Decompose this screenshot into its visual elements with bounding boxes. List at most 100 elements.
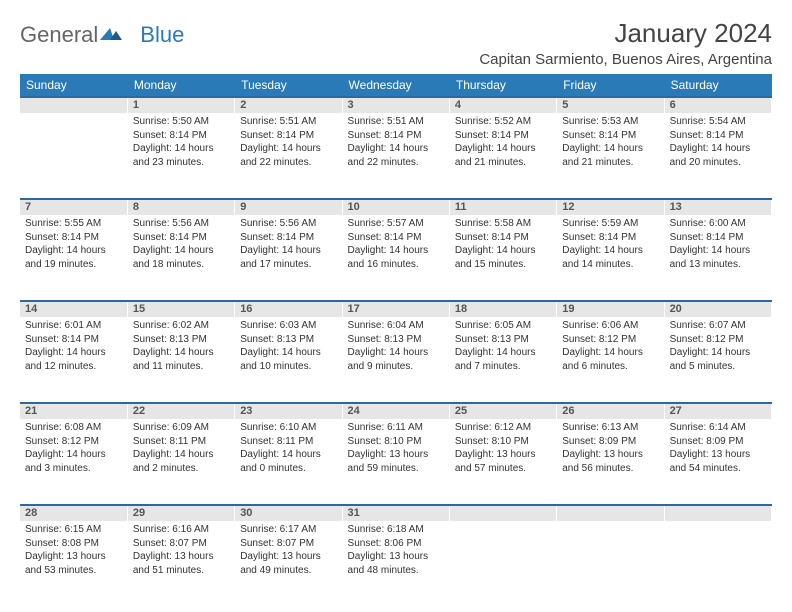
sunset-text: Sunset: 8:14 PM — [562, 129, 658, 143]
sunrise-text: Sunrise: 5:54 AM — [670, 115, 766, 129]
sunrise-text: Sunrise: 5:57 AM — [348, 217, 444, 231]
day-number: 27 — [664, 403, 771, 419]
sunrise-text: Sunrise: 6:16 AM — [133, 523, 229, 537]
day1-text: Daylight: 13 hours — [562, 448, 658, 462]
sunset-text: Sunset: 8:13 PM — [455, 333, 551, 347]
day2-text: and 18 minutes. — [133, 258, 229, 272]
daynum-row: 123456 — [20, 97, 772, 113]
day-cell: Sunrise: 6:00 AMSunset: 8:14 PMDaylight:… — [664, 215, 771, 301]
sunset-text: Sunset: 8:14 PM — [455, 231, 551, 245]
day-number — [557, 505, 664, 521]
day-number — [449, 505, 556, 521]
day2-text: and 0 minutes. — [240, 462, 336, 476]
day2-text: and 12 minutes. — [25, 360, 122, 374]
day2-text: and 10 minutes. — [240, 360, 336, 374]
day1-text: Daylight: 13 hours — [25, 550, 122, 564]
day1-text: Daylight: 13 hours — [348, 448, 444, 462]
day1-text: Daylight: 14 hours — [240, 346, 336, 360]
day-number: 23 — [235, 403, 342, 419]
day1-text: Daylight: 14 hours — [348, 346, 444, 360]
day-cell: Sunrise: 5:57 AMSunset: 8:14 PMDaylight:… — [342, 215, 449, 301]
day-number: 16 — [235, 301, 342, 317]
day1-text: Daylight: 13 hours — [348, 550, 444, 564]
sunrise-text: Sunrise: 6:04 AM — [348, 319, 444, 333]
content-row: Sunrise: 5:55 AMSunset: 8:14 PMDaylight:… — [20, 215, 772, 301]
day2-text: and 23 minutes. — [133, 156, 229, 170]
day-cell: Sunrise: 5:53 AMSunset: 8:14 PMDaylight:… — [557, 113, 664, 199]
sunset-text: Sunset: 8:09 PM — [670, 435, 766, 449]
day-number — [20, 97, 127, 113]
sunrise-text: Sunrise: 6:13 AM — [562, 421, 658, 435]
day1-text: Daylight: 14 hours — [562, 142, 658, 156]
day-number: 1 — [127, 97, 234, 113]
day1-text: Daylight: 14 hours — [348, 142, 444, 156]
day-number: 19 — [557, 301, 664, 317]
day2-text: and 19 minutes. — [25, 258, 122, 272]
day1-text: Daylight: 13 hours — [133, 550, 229, 564]
logo-text-blue: Blue — [140, 22, 184, 48]
sunset-text: Sunset: 8:07 PM — [240, 537, 336, 551]
day-cell: Sunrise: 5:51 AMSunset: 8:14 PMDaylight:… — [235, 113, 342, 199]
day-number: 26 — [557, 403, 664, 419]
day-cell: Sunrise: 5:51 AMSunset: 8:14 PMDaylight:… — [342, 113, 449, 199]
sunrise-text: Sunrise: 6:03 AM — [240, 319, 336, 333]
day-cell: Sunrise: 6:07 AMSunset: 8:12 PMDaylight:… — [664, 317, 771, 403]
day-number: 28 — [20, 505, 127, 521]
day-cell: Sunrise: 5:54 AMSunset: 8:14 PMDaylight:… — [664, 113, 771, 199]
day-cell: Sunrise: 6:10 AMSunset: 8:11 PMDaylight:… — [235, 419, 342, 505]
day1-text: Daylight: 14 hours — [133, 142, 229, 156]
content-row: Sunrise: 6:01 AMSunset: 8:14 PMDaylight:… — [20, 317, 772, 403]
sunrise-text: Sunrise: 5:56 AM — [240, 217, 336, 231]
content-row: Sunrise: 6:15 AMSunset: 8:08 PMDaylight:… — [20, 521, 772, 607]
day-cell: Sunrise: 6:14 AMSunset: 8:09 PMDaylight:… — [664, 419, 771, 505]
day2-text: and 51 minutes. — [133, 564, 229, 578]
day-cell: Sunrise: 6:01 AMSunset: 8:14 PMDaylight:… — [20, 317, 127, 403]
day-number: 22 — [127, 403, 234, 419]
sunset-text: Sunset: 8:14 PM — [348, 129, 444, 143]
day1-text: Daylight: 13 hours — [240, 550, 336, 564]
day2-text: and 5 minutes. — [670, 360, 766, 374]
sunset-text: Sunset: 8:12 PM — [670, 333, 766, 347]
day-cell: Sunrise: 6:15 AMSunset: 8:08 PMDaylight:… — [20, 521, 127, 607]
day-cell: Sunrise: 6:03 AMSunset: 8:13 PMDaylight:… — [235, 317, 342, 403]
title-block: January 2024 Capitan Sarmiento, Buenos A… — [479, 18, 772, 68]
day-cell — [20, 113, 127, 199]
day-number: 24 — [342, 403, 449, 419]
day-number: 30 — [235, 505, 342, 521]
content-row: Sunrise: 5:50 AMSunset: 8:14 PMDaylight:… — [20, 113, 772, 199]
sunrise-text: Sunrise: 6:06 AM — [562, 319, 658, 333]
day2-text: and 49 minutes. — [240, 564, 336, 578]
day1-text: Daylight: 14 hours — [455, 142, 551, 156]
day1-text: Daylight: 13 hours — [670, 448, 766, 462]
day-number: 3 — [342, 97, 449, 113]
day1-text: Daylight: 14 hours — [240, 448, 336, 462]
sunset-text: Sunset: 8:14 PM — [240, 231, 336, 245]
day1-text: Daylight: 14 hours — [455, 346, 551, 360]
day2-text: and 2 minutes. — [133, 462, 229, 476]
sunset-text: Sunset: 8:14 PM — [25, 333, 122, 347]
day-header: Monday — [127, 74, 234, 97]
day1-text: Daylight: 14 hours — [562, 346, 658, 360]
day-number: 15 — [127, 301, 234, 317]
day1-text: Daylight: 14 hours — [240, 142, 336, 156]
day1-text: Daylight: 14 hours — [348, 244, 444, 258]
daynum-row: 14151617181920 — [20, 301, 772, 317]
sunset-text: Sunset: 8:14 PM — [133, 231, 229, 245]
sunrise-text: Sunrise: 6:17 AM — [240, 523, 336, 537]
sunrise-text: Sunrise: 6:08 AM — [25, 421, 122, 435]
logo: General Blue — [20, 18, 184, 48]
day-number: 2 — [235, 97, 342, 113]
day1-text: Daylight: 14 hours — [133, 244, 229, 258]
day-number — [664, 505, 771, 521]
sunset-text: Sunset: 8:11 PM — [133, 435, 229, 449]
day-number: 9 — [235, 199, 342, 215]
day-cell: Sunrise: 6:18 AMSunset: 8:06 PMDaylight:… — [342, 521, 449, 607]
day-cell: Sunrise: 6:13 AMSunset: 8:09 PMDaylight:… — [557, 419, 664, 505]
day-cell: Sunrise: 6:02 AMSunset: 8:13 PMDaylight:… — [127, 317, 234, 403]
day1-text: Daylight: 14 hours — [670, 346, 766, 360]
day-number: 14 — [20, 301, 127, 317]
day-number: 8 — [127, 199, 234, 215]
sunrise-text: Sunrise: 6:07 AM — [670, 319, 766, 333]
sunrise-text: Sunrise: 5:51 AM — [240, 115, 336, 129]
day1-text: Daylight: 14 hours — [562, 244, 658, 258]
